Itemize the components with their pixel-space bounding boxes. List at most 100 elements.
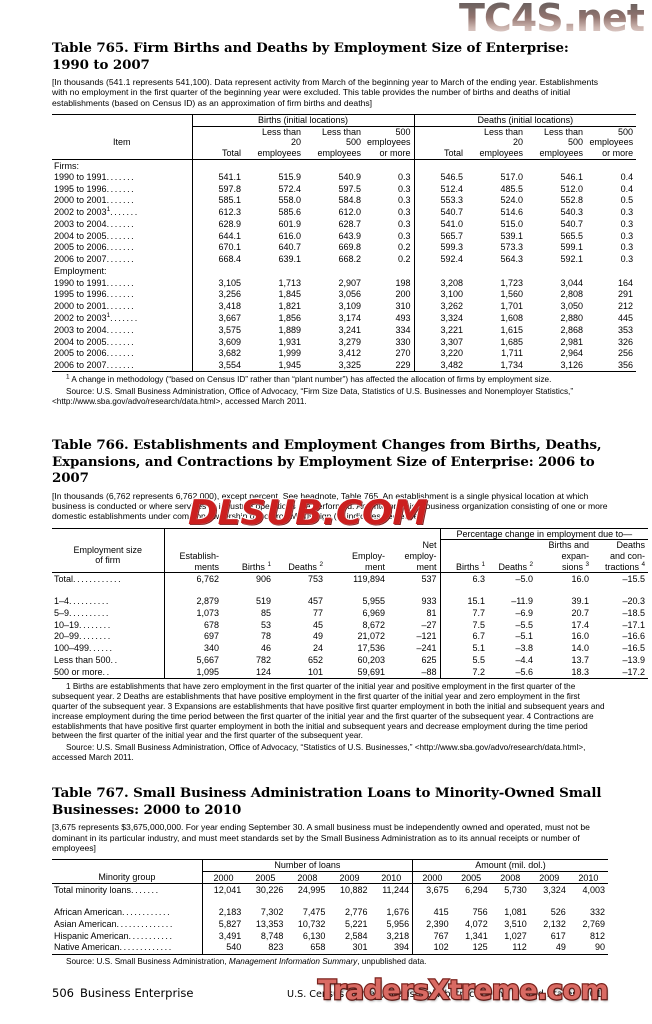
table-row: 2004 to 2005 ....... 644.1 616.0 643.9 0.3 56…	[52, 230, 636, 242]
data-cell: 565.7	[413, 230, 467, 242]
table-766-headnote: [In thousands (6,762 represents 6,762,00…	[52, 490, 608, 522]
data-cell: 124	[222, 666, 274, 679]
table-766-h-deaths-l1	[274, 540, 326, 551]
table-766-h-pct-births-l2	[439, 550, 489, 562]
table-765-footnote-1-text: A change in methodology (“based on Censu…	[71, 375, 552, 385]
spacer-cell	[412, 895, 452, 907]
table-765-h-deaths-lt20-l1: Less than	[484, 126, 524, 137]
data-cell: 3,609	[191, 335, 244, 348]
row-label: 1995 to 1996 .......	[54, 289, 136, 300]
data-cell: 229	[364, 359, 415, 373]
data-cell: 1,027	[504, 930, 527, 941]
data-cell: 3,109	[338, 301, 361, 312]
table-row: 1995 to 1996 ....... 597.8 572.4 597.5 0.3 51…	[52, 182, 636, 195]
leader-dots: .......	[106, 195, 136, 206]
table-765-h-deaths-lt500-l3: employees	[539, 148, 584, 158]
data-cell: 668.2	[338, 254, 361, 265]
leader-dots: .......	[106, 183, 136, 194]
data-cell: 640.7	[278, 242, 301, 253]
data-cell: 524.0	[500, 195, 524, 206]
table-row: 20–99 ........ 697 78 49 21,072 –121 6.7 –5.1 16…	[52, 630, 648, 643]
row-label: Less than 500 ..	[54, 654, 119, 665]
data-cell: 678	[163, 619, 222, 631]
row-label: Total minority loans .......	[52, 883, 203, 896]
data-cell: 5,827	[201, 918, 245, 931]
data-cell: –4.4	[515, 654, 534, 665]
data-cell: 3,221	[413, 324, 467, 336]
table-766-h-births-l2	[222, 551, 274, 562]
table-767-title: Table 767. Small Business Administration…	[52, 785, 602, 818]
table-row: 2003 to 2004 ....... 3,575 1,889 3,241 334 3,…	[52, 324, 636, 336]
group-label-spacer	[244, 158, 304, 172]
data-cell: –18.5	[622, 607, 646, 618]
table-766-h-net-employment-l3: ment	[416, 561, 437, 572]
data-cell: 78	[260, 631, 271, 642]
table-row: 2006 to 2007 ....... 668.4 639.1 668.2 0.2 59…	[52, 253, 636, 266]
group-label-spacer	[191, 265, 244, 278]
data-cell: 512.4	[413, 182, 467, 195]
data-cell: 592.4	[413, 253, 467, 266]
data-cell: 85	[260, 607, 271, 618]
data-cell: 573.3	[500, 242, 524, 253]
table-767-group-header-row: Number of loans Amount (mil. dol.)	[52, 859, 608, 872]
row-label: Hispanic American ...........	[54, 930, 174, 941]
table-767-body: Total minority loans ....... 12,041 30,226…	[52, 883, 608, 955]
group-label-spacer	[304, 265, 364, 277]
block-separator-1	[52, 407, 608, 437]
table-766-h-employment-l3: ment	[364, 561, 385, 572]
data-cell: 291	[618, 289, 634, 300]
table-row: Asian American .............. 5,827 13,353…	[52, 918, 608, 931]
data-cell: 11,244	[370, 883, 413, 896]
spacer-cell	[439, 584, 489, 596]
data-cell: 1,889	[278, 324, 301, 335]
data-cell: 119,894	[326, 572, 388, 585]
table-766-h-net-employment-l2: employ-	[404, 550, 437, 561]
data-cell: 2,907	[338, 277, 361, 288]
data-cell: 753	[274, 572, 326, 585]
table-765-col-header-row3: Total employees employees or more Total …	[52, 148, 636, 160]
data-cell: –20.3	[622, 596, 646, 607]
data-cell: 3,220	[413, 347, 467, 360]
table-766-group-pct-change: Percentage change in employment due to—	[439, 527, 649, 541]
page-source-line: U.S. Census Bureau, Statistical Abstract…	[287, 989, 608, 1000]
table-767: Number of loans Amount (mil. dol.) Minor…	[52, 859, 608, 955]
data-cell: –16.5	[622, 643, 646, 654]
data-cell: 4,072	[465, 918, 488, 929]
table-766-footnotes: 1 Births are establishments that have ze…	[52, 682, 608, 741]
data-cell: 1,945	[244, 359, 304, 373]
data-cell: 628.9	[191, 218, 244, 231]
table-765-body: Firms: 1990 to 1991 ....... 541.1 515.9 540…	[52, 158, 637, 373]
data-cell: 1,845	[278, 289, 301, 300]
data-cell: 1,676	[386, 907, 410, 918]
data-cell: 3,279	[338, 336, 361, 347]
data-cell: 12,041	[201, 883, 245, 896]
data-cell: 599.1	[560, 242, 584, 253]
data-cell: 49	[312, 631, 323, 642]
spacer-cell	[388, 585, 440, 596]
data-cell: 3,241	[338, 324, 361, 335]
data-cell: 445	[618, 312, 634, 323]
row-label: 2002 to 20031 .......	[54, 311, 139, 323]
group-label: Employment:	[54, 266, 107, 277]
data-cell: 3,412	[338, 348, 361, 359]
data-cell: 0.3	[398, 230, 411, 241]
data-cell: 3,174	[338, 312, 361, 323]
data-cell: 823	[244, 941, 287, 955]
data-cell: 0.3	[398, 218, 411, 229]
table-765-source: Source: U.S. Small Business Administrati…	[52, 387, 608, 407]
table-767-h-amount-2009: 2009	[539, 872, 560, 883]
data-cell: 24,995	[286, 883, 329, 896]
row-label: 2002 to 20031 .......	[54, 206, 139, 218]
data-cell: 3,126	[526, 359, 587, 373]
data-cell: 782	[255, 654, 271, 665]
data-cell: 697	[163, 630, 222, 643]
data-cell: 90	[568, 941, 608, 955]
table-766-body: Total ............ 6,762 906 753 119,894 537 6…	[52, 572, 649, 679]
leader-dots: ........	[79, 619, 112, 630]
data-cell: 2,776	[344, 907, 368, 918]
table-spacer-row	[52, 895, 608, 907]
data-cell: 519	[255, 596, 271, 607]
data-cell: 5.5	[439, 654, 489, 667]
data-cell: 0.3	[398, 195, 411, 206]
data-cell: 539.1	[500, 230, 524, 241]
